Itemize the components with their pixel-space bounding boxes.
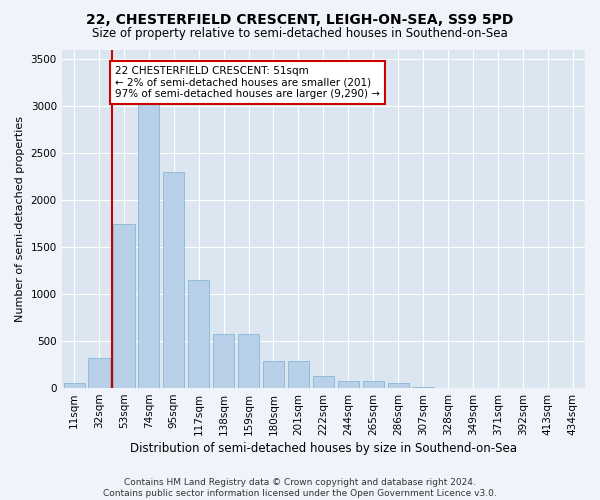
Bar	[88, 358, 110, 388]
Bar	[64, 384, 85, 388]
Bar	[138, 102, 160, 388]
Bar	[313, 376, 334, 388]
Text: Contains HM Land Registry data © Crown copyright and database right 2024.
Contai: Contains HM Land Registry data © Crown c…	[103, 478, 497, 498]
Text: 22 CHESTERFIELD CRESCENT: 51sqm
← 2% of semi-detached houses are smaller (201)
9: 22 CHESTERFIELD CRESCENT: 51sqm ← 2% of …	[115, 66, 380, 99]
Bar	[163, 172, 184, 388]
Bar	[412, 387, 434, 388]
Bar	[288, 361, 309, 388]
Text: 22, CHESTERFIELD CRESCENT, LEIGH-ON-SEA, SS9 5PD: 22, CHESTERFIELD CRESCENT, LEIGH-ON-SEA,…	[86, 12, 514, 26]
Bar	[362, 382, 384, 388]
Bar	[188, 280, 209, 388]
Text: Size of property relative to semi-detached houses in Southend-on-Sea: Size of property relative to semi-detach…	[92, 28, 508, 40]
Bar	[113, 224, 134, 388]
Bar	[338, 380, 359, 388]
Bar	[388, 384, 409, 388]
Bar	[238, 334, 259, 388]
Y-axis label: Number of semi-detached properties: Number of semi-detached properties	[15, 116, 25, 322]
Bar	[213, 334, 234, 388]
Bar	[263, 361, 284, 388]
X-axis label: Distribution of semi-detached houses by size in Southend-on-Sea: Distribution of semi-detached houses by …	[130, 442, 517, 455]
